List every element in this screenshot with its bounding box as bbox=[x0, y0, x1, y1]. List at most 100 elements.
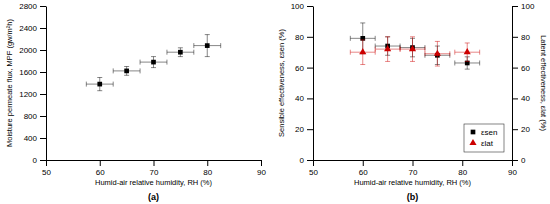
tick-mark bbox=[512, 68, 518, 69]
y-error-cap bbox=[465, 61, 470, 62]
tick-mark bbox=[207, 160, 208, 166]
x-error-cap bbox=[220, 43, 221, 48]
point bbox=[360, 36, 365, 41]
tick-mark bbox=[46, 160, 47, 166]
tick: 2000 bbox=[19, 46, 46, 55]
x-error-cap bbox=[449, 51, 450, 56]
tick-label: 40 bbox=[521, 94, 530, 103]
error-bar bbox=[350, 23, 375, 54]
tick-label: 0 bbox=[33, 156, 38, 165]
x-error-cap bbox=[400, 47, 401, 52]
tick-mark bbox=[307, 6, 313, 7]
y-error-cap bbox=[360, 22, 365, 23]
y-error-cap bbox=[465, 42, 470, 43]
x-error-cap bbox=[424, 51, 425, 56]
y-error-cap bbox=[178, 56, 183, 57]
tick-mark bbox=[100, 160, 101, 166]
tick-label: 50 bbox=[309, 168, 318, 177]
y-error-cap bbox=[205, 56, 210, 57]
x-error-cap bbox=[424, 47, 425, 52]
tick-mark bbox=[307, 129, 313, 130]
legend-label: εsen bbox=[481, 128, 497, 137]
tick-label: 1200 bbox=[19, 90, 37, 99]
tick-mark bbox=[307, 98, 313, 99]
error-bar bbox=[375, 37, 400, 62]
y-error-cap bbox=[151, 56, 156, 57]
tick-mark bbox=[512, 160, 518, 161]
tick-label: 1600 bbox=[19, 68, 37, 77]
tick-mark bbox=[512, 98, 518, 99]
x-axis-title: Humid-air relative humidity, RH (%) bbox=[354, 178, 471, 187]
tick: 60 bbox=[96, 160, 105, 177]
tick-mark bbox=[154, 160, 155, 166]
tick: 1200 bbox=[19, 90, 46, 99]
y-error-cap bbox=[178, 47, 183, 48]
tick-label: 2800 bbox=[19, 2, 37, 11]
y-error-cap bbox=[97, 90, 102, 91]
tick: 800 bbox=[24, 112, 46, 121]
point bbox=[205, 43, 210, 48]
tick-label: 60 bbox=[295, 64, 304, 73]
tick: 90 bbox=[257, 160, 266, 177]
tick: 0 bbox=[512, 156, 526, 165]
tick-label: 70 bbox=[150, 168, 159, 177]
plot-area bbox=[350, 23, 479, 69]
tick: 50 bbox=[42, 160, 51, 177]
x-error-cap bbox=[140, 68, 141, 73]
tick-mark bbox=[261, 160, 262, 166]
point bbox=[465, 61, 470, 66]
tick-label: 60 bbox=[359, 168, 368, 177]
tick: 50 bbox=[309, 160, 318, 177]
y-axis-line bbox=[313, 7, 314, 161]
tick: 100 bbox=[512, 2, 535, 11]
y-axis: 0 400 800 1200 1600 2000 2400 2800 bbox=[19, 2, 46, 165]
point bbox=[359, 48, 366, 54]
tick-label: 70 bbox=[409, 168, 418, 177]
figure: 5060708090040080012001600200024002800Hum… bbox=[0, 0, 550, 204]
y-error-cap bbox=[360, 39, 365, 40]
chart-title: (b) bbox=[407, 192, 419, 202]
legend: εsenεlat bbox=[464, 124, 504, 152]
tick-label: 2400 bbox=[19, 24, 37, 33]
y-axis: 020406080100 bbox=[291, 2, 314, 165]
x-error-cap bbox=[375, 47, 376, 52]
y-axis-line bbox=[46, 7, 47, 161]
y-error-cap bbox=[435, 41, 440, 42]
tick-label: 50 bbox=[42, 168, 51, 177]
y-error-cap bbox=[435, 66, 440, 67]
tick: 2400 bbox=[19, 24, 46, 33]
y-error-cap bbox=[97, 77, 102, 78]
point bbox=[384, 45, 391, 51]
tick-label: 20 bbox=[521, 125, 530, 134]
error-bar bbox=[167, 48, 194, 57]
x-error-cap bbox=[193, 43, 194, 48]
x-error-cap bbox=[350, 36, 351, 41]
series bbox=[350, 37, 479, 66]
y-error-cap bbox=[385, 61, 390, 62]
tick-mark bbox=[40, 28, 46, 29]
x-error-cap bbox=[350, 50, 351, 55]
y-error-cap bbox=[385, 36, 390, 37]
tick-label: 80 bbox=[203, 168, 212, 177]
point bbox=[464, 48, 471, 54]
error-bar bbox=[140, 57, 167, 68]
tick-mark bbox=[307, 160, 313, 161]
tick-label: 60 bbox=[96, 168, 105, 177]
x-error-cap bbox=[113, 82, 114, 87]
tick-mark bbox=[40, 50, 46, 51]
tick-label: 80 bbox=[458, 168, 467, 177]
x-error-cap bbox=[454, 50, 455, 55]
tick-label: 20 bbox=[295, 125, 304, 134]
tick: 80 bbox=[512, 33, 530, 42]
tick: 80 bbox=[458, 160, 467, 177]
tick-mark bbox=[40, 6, 46, 7]
tick-mark bbox=[40, 116, 46, 117]
tick-mark bbox=[462, 160, 463, 166]
tick-label: 400 bbox=[24, 134, 38, 143]
tick-label: 40 bbox=[295, 94, 304, 103]
error-bar bbox=[455, 43, 480, 61]
tick: 400 bbox=[24, 134, 46, 143]
tick: 80 bbox=[203, 160, 212, 177]
x-error-cap bbox=[166, 50, 167, 55]
point bbox=[178, 50, 183, 55]
